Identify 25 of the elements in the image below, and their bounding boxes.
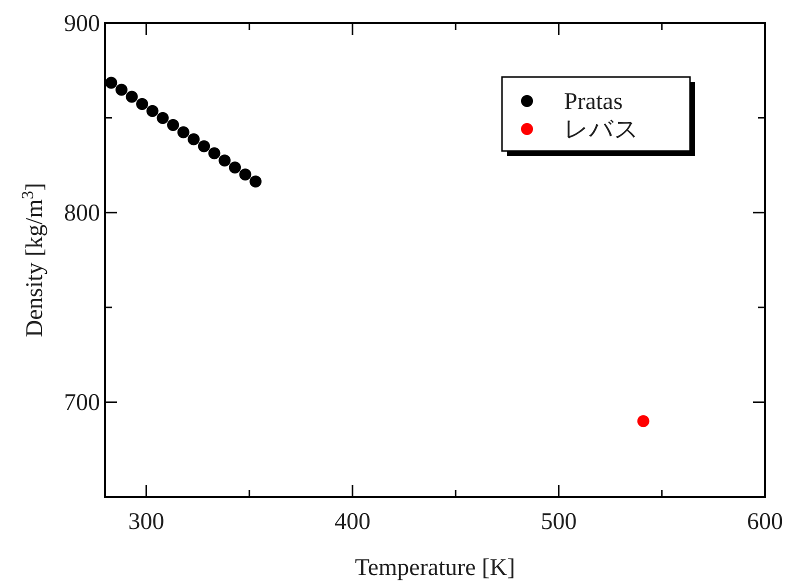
x-tick-label: 500 <box>540 509 577 535</box>
point <box>116 84 128 96</box>
x-tick-label: 400 <box>334 509 370 535</box>
y-tick-label: 800 <box>64 200 100 227</box>
y-tick-label: 900 <box>64 11 100 37</box>
point <box>146 104 158 117</box>
point <box>105 76 118 89</box>
point <box>126 90 138 103</box>
point <box>156 112 169 124</box>
point <box>250 176 262 188</box>
point <box>218 154 231 166</box>
x-tick-label: 600 <box>747 509 783 535</box>
x-tick-label: 300 <box>128 509 164 535</box>
point <box>208 147 220 160</box>
point <box>228 161 241 174</box>
legend-label: Pratas <box>564 89 623 115</box>
point <box>239 168 252 180</box>
point <box>167 119 180 132</box>
y-tick-label: 700 <box>64 390 100 416</box>
x-axis-title: Temperature [K] <box>354 555 516 581</box>
point <box>136 98 148 110</box>
point <box>188 133 200 146</box>
legend-label: レバス <box>564 117 639 143</box>
point <box>177 126 190 138</box>
point <box>198 140 210 152</box>
